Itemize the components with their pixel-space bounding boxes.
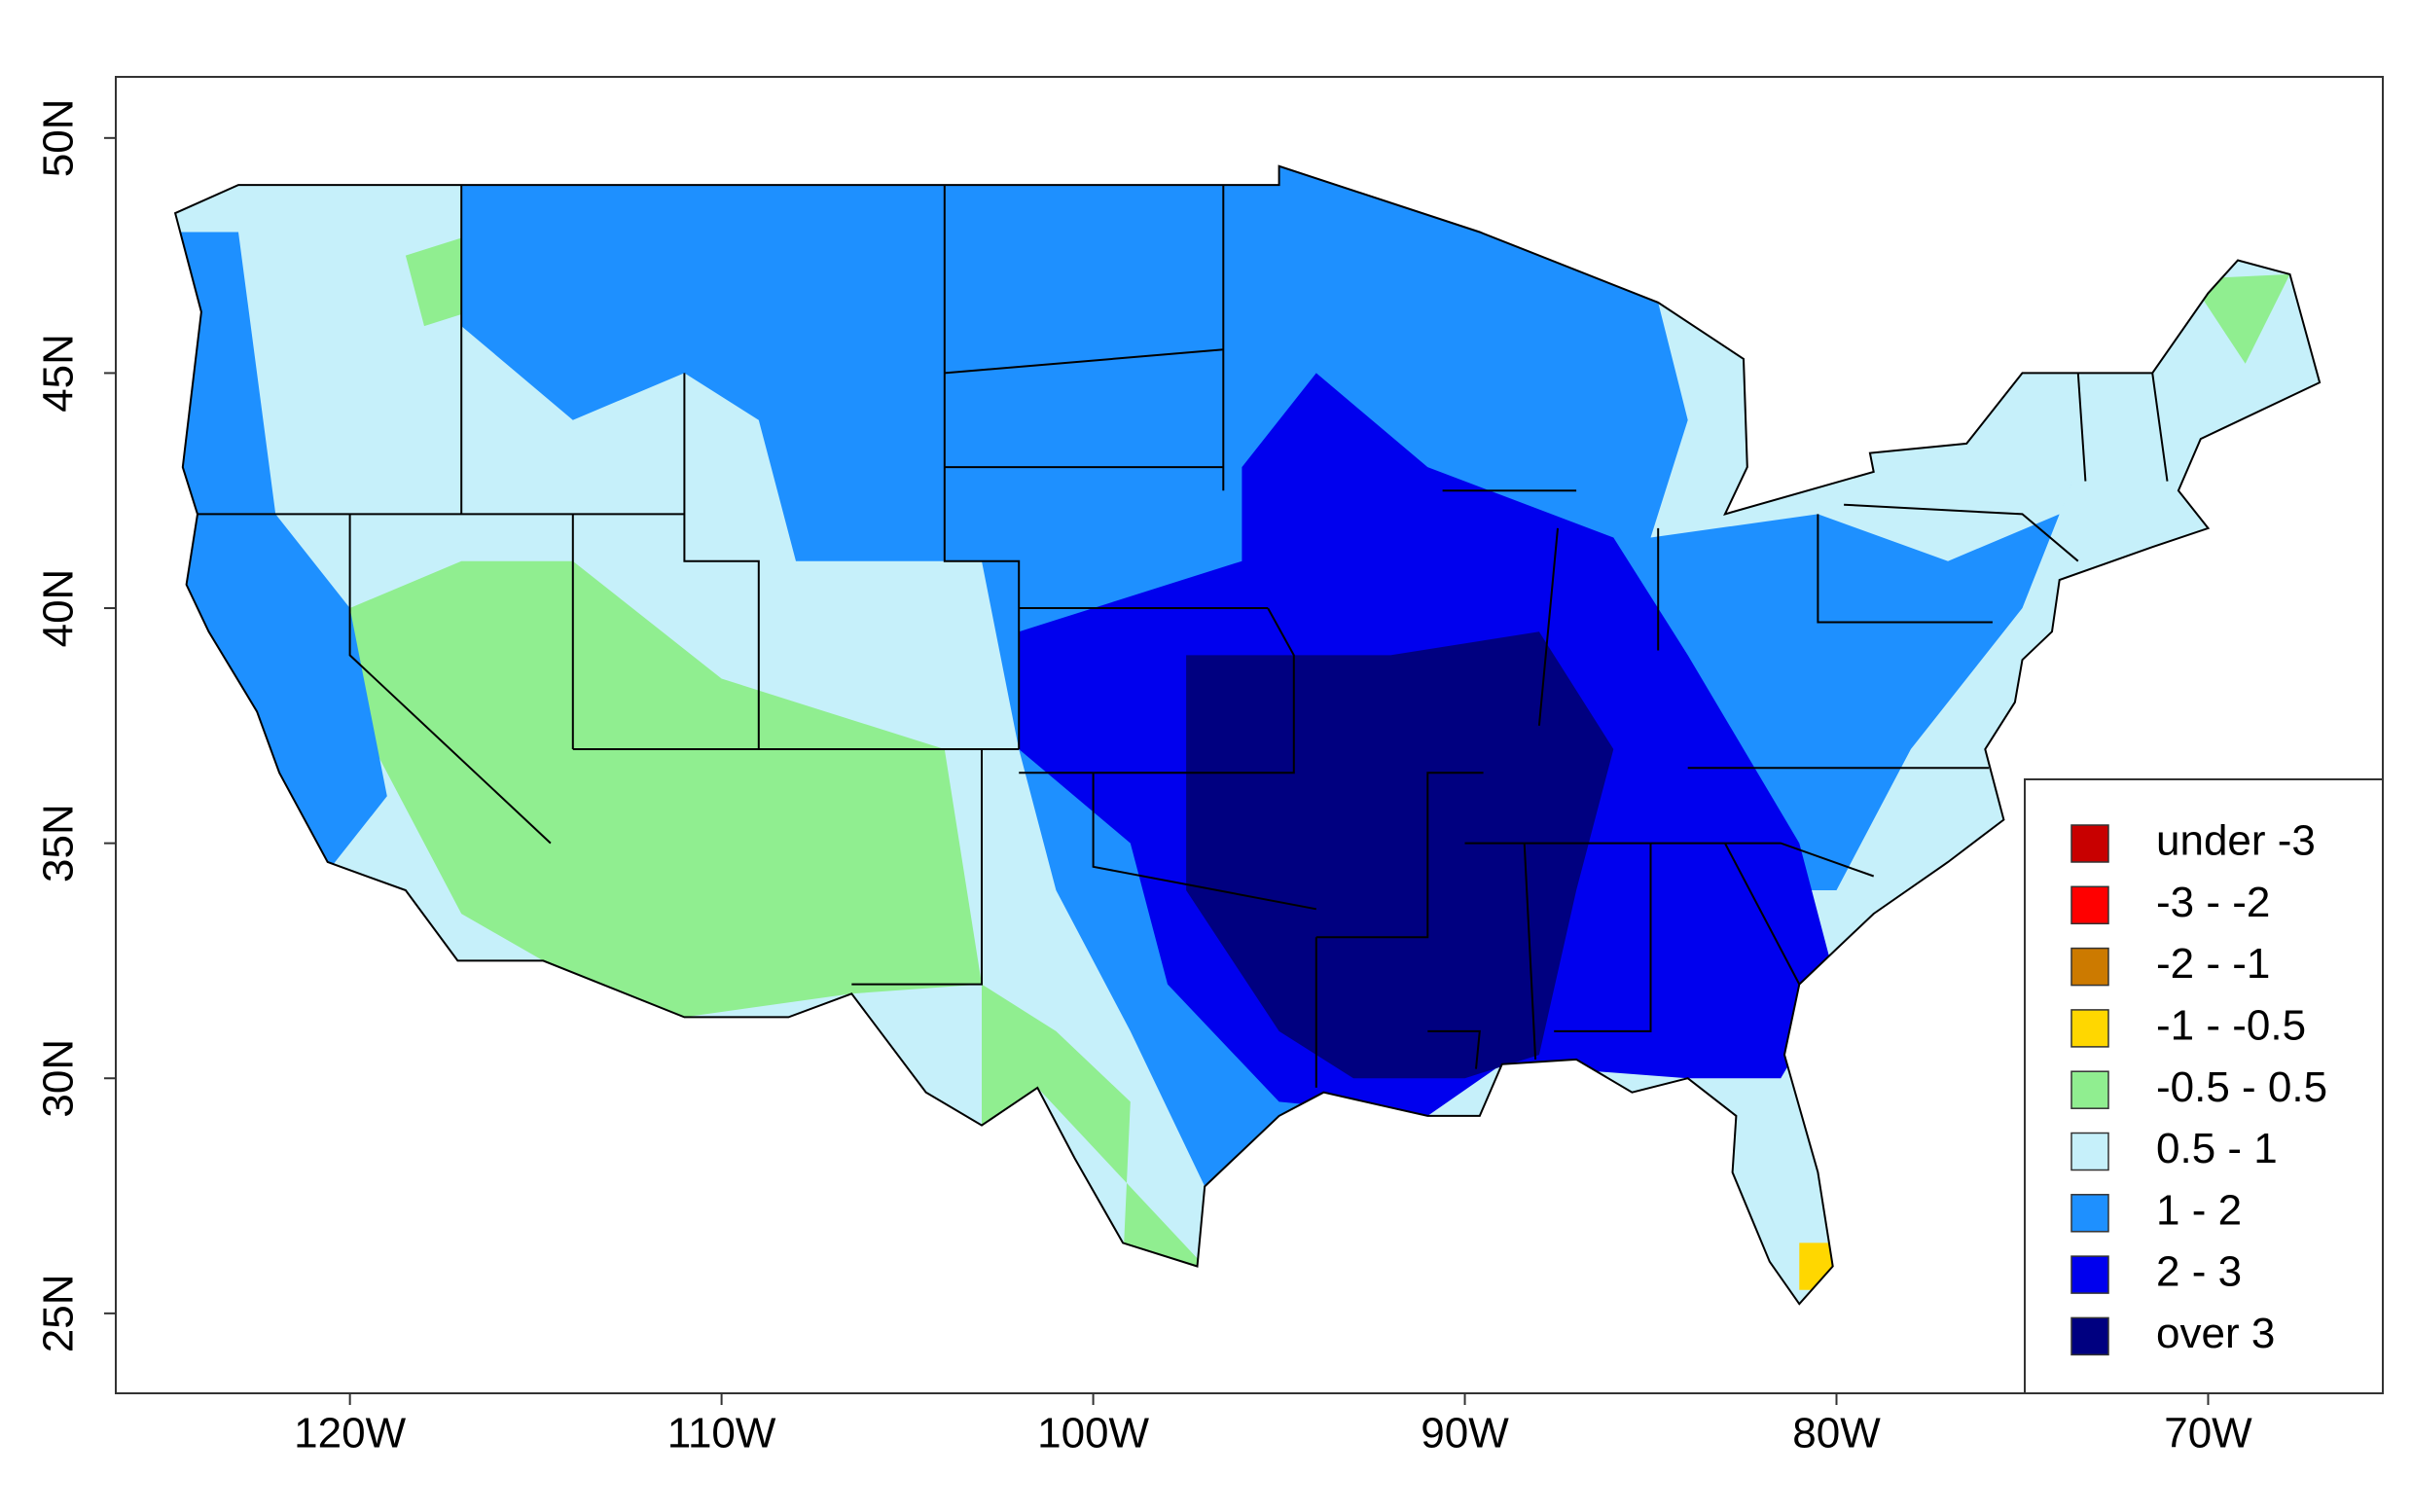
state-border — [2076, 373, 2087, 482]
legend-swatch — [2070, 1132, 2109, 1171]
legend-swatch — [2070, 1316, 2109, 1356]
state-border — [1092, 773, 1316, 911]
legend-label: -0.5 - 0.5 — [2156, 1063, 2327, 1111]
state-border — [1537, 527, 1559, 726]
state-border — [851, 749, 983, 986]
region — [349, 560, 983, 1018]
legend-swatch — [2070, 824, 2109, 863]
x-tick-label: 80W — [1792, 1410, 1881, 1458]
legend-swatch — [2070, 885, 2109, 925]
region — [2189, 273, 2290, 364]
state-border — [1844, 503, 2079, 562]
axes: 120W 110W 100W 90W 80W 70W 25N 30N 35N 40N 45N 50N — [35, 98, 2253, 1457]
x-tick-label: 120W — [294, 1410, 406, 1458]
legend: under -3 -3 - -2 -2 - -1 -1 - -0.5 -0.5 - 0.… — [2024, 778, 2384, 1394]
y-tick-label: 30N — [35, 1039, 83, 1118]
y-tick-label: 50N — [35, 98, 83, 177]
plot-frame — [115, 76, 2384, 1394]
state-border — [1724, 843, 1801, 986]
legend-label: -1 - -0.5 — [2156, 1002, 2306, 1050]
legend-label: over 3 — [2156, 1310, 2275, 1357]
map-lines — [173, 164, 2322, 1306]
y-tick-label: 25N — [35, 1274, 83, 1352]
state-border — [944, 348, 1224, 375]
state-border — [1427, 1029, 1481, 1069]
legend-label: 2 - 3 — [2156, 1248, 2242, 1296]
state-border — [1315, 772, 1484, 939]
state-border — [2151, 373, 2169, 482]
x-tick-label: 90W — [1421, 1410, 1509, 1458]
y-tick-label: 40N — [35, 569, 83, 648]
state-border — [683, 373, 760, 749]
coastline — [173, 164, 2322, 1306]
y-tick-label: 45N — [35, 334, 83, 413]
region — [982, 984, 1206, 1267]
y-tick-label: 35N — [35, 804, 83, 882]
legend-label: 1 - 2 — [2156, 1186, 2242, 1234]
legend-label: -2 - -1 — [2156, 940, 2270, 988]
legend-swatch — [2070, 1009, 2109, 1048]
legend-swatch — [2070, 947, 2109, 987]
state-border — [1019, 607, 1295, 774]
state-border — [1523, 843, 1537, 1060]
state-border — [1817, 514, 1993, 624]
x-tick-label: 110W — [667, 1410, 776, 1458]
legend-label: under -3 — [2156, 817, 2316, 865]
state-border — [1464, 842, 1875, 878]
legend-swatch — [2070, 1194, 2109, 1233]
legend-label: 0.5 - 1 — [2156, 1125, 2278, 1172]
legend-swatch — [2070, 1255, 2109, 1294]
x-tick-label: 100W — [1037, 1410, 1149, 1458]
legend-label: -3 - -2 — [2156, 879, 2270, 926]
map-fill — [175, 165, 2321, 1305]
legend-swatch — [2070, 1070, 2109, 1109]
state-border — [348, 514, 552, 845]
state-border — [1554, 843, 1652, 1032]
x-tick-label: 70W — [2164, 1410, 2252, 1458]
